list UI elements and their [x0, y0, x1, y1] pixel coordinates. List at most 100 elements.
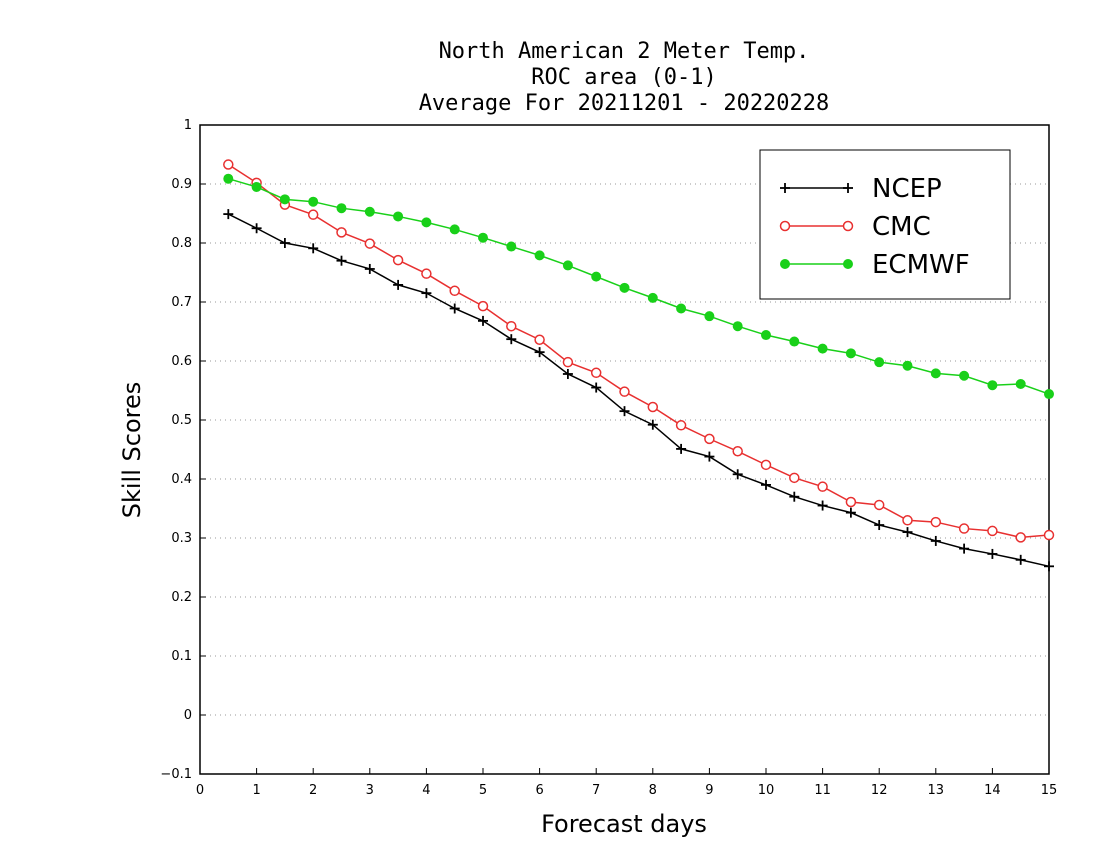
- legend-marker: [780, 259, 790, 269]
- ecmwf-point: [789, 336, 800, 347]
- cmc-point: [675, 420, 687, 431]
- ecmwf-point: [534, 250, 545, 261]
- ncep-point: [845, 507, 856, 518]
- cmc-point: [1015, 532, 1026, 543]
- legend-marker: [779, 220, 791, 232]
- ncep-point: [704, 451, 715, 462]
- legend-item-cmc: CMC: [779, 212, 931, 242]
- ecmwf-point: [562, 260, 573, 271]
- ecmwf-point: [393, 211, 404, 222]
- ncep-point: [478, 315, 488, 326]
- cmc-point: [1043, 529, 1055, 541]
- ncep-point: [279, 238, 290, 248]
- cmc-point: [307, 209, 319, 220]
- ecmwf-point: [619, 282, 630, 293]
- ncep-point: [336, 255, 347, 266]
- ecmwf-point: [308, 196, 319, 207]
- ncep-point: [817, 500, 828, 511]
- cmc-point: [760, 459, 772, 471]
- cmc-point: [562, 356, 574, 368]
- y-tick-label: 0.6: [171, 354, 192, 369]
- x-tick-label: 15: [1041, 783, 1058, 798]
- cmc-point: [449, 285, 460, 297]
- cmc-point: [392, 254, 404, 266]
- ncep-point: [449, 303, 460, 314]
- cmc-point: [590, 367, 602, 379]
- cmc-point: [789, 472, 800, 484]
- cmc-point: [958, 523, 970, 534]
- x-tick-label: 13: [928, 783, 945, 798]
- cmc-point: [732, 446, 743, 457]
- x-tick-label: 3: [366, 783, 374, 798]
- y-tick-label: 0.8: [171, 236, 192, 251]
- cmc-point: [647, 401, 659, 413]
- ncep-point: [676, 443, 687, 454]
- y-tick-label: 1: [184, 118, 192, 133]
- ncep-point: [364, 263, 375, 274]
- ncep-point: [1044, 561, 1054, 572]
- ecmwf-point: [959, 370, 970, 381]
- ecmwf-point: [506, 241, 517, 252]
- ncep-point: [647, 419, 658, 430]
- y-tick-label: 0: [184, 708, 192, 723]
- y-tick-label: 0.4: [171, 472, 192, 487]
- x-tick-label: 10: [758, 783, 775, 798]
- ncep-point: [506, 334, 517, 345]
- y-tick-label: 0.1: [171, 649, 192, 664]
- x-tick-label: 11: [814, 783, 831, 798]
- ncep-point: [223, 209, 234, 220]
- ncep-point: [1015, 554, 1026, 565]
- legend-box: [759, 149, 1011, 300]
- ecmwf-point: [817, 343, 828, 354]
- legend-marker: [780, 183, 790, 193]
- ncep-point: [393, 279, 404, 290]
- ecmwf-point: [421, 217, 432, 228]
- ncep-point: [789, 491, 800, 502]
- legend-item-ncep: NCEP: [780, 174, 942, 204]
- cmc-point: [619, 386, 630, 397]
- x-tick-label: 5: [479, 783, 487, 798]
- ncep-point: [874, 520, 885, 531]
- ecmwf-point: [732, 321, 743, 332]
- ecmwf-point: [364, 206, 375, 217]
- x-tick-label: 0: [196, 783, 204, 798]
- ecmwf-point: [845, 348, 856, 359]
- ncep-line: [227, 213, 1050, 568]
- ecmwf-point: [591, 271, 602, 282]
- y-tick-label: 0.5: [171, 413, 192, 428]
- x-tick-label: 8: [649, 783, 657, 798]
- ncep-point: [761, 479, 771, 490]
- cmc-point: [845, 496, 857, 508]
- legend-item-ecmwf: ECMWF: [780, 250, 970, 280]
- y-axis-label: Skill Scores: [118, 382, 146, 519]
- chart-title: North American 2 Meter Temp.ROC area (0-…: [419, 39, 830, 116]
- legend-marker: [842, 220, 854, 232]
- ncep-point: [959, 543, 970, 554]
- y-tick-label: 0.2: [171, 590, 192, 605]
- title-line: Average For 20211201 - 20220228: [419, 91, 830, 116]
- cmc-point: [506, 320, 517, 332]
- ecmwf-point: [279, 194, 290, 205]
- plot-frame: [199, 124, 1050, 775]
- ncep-point: [619, 406, 630, 417]
- ncep-point: [902, 527, 913, 538]
- cmc-point: [704, 433, 715, 445]
- ecmwf-point: [1044, 389, 1054, 400]
- cmc-point: [987, 525, 998, 537]
- legend-marker: [843, 183, 853, 193]
- x-tick-label: 12: [871, 783, 888, 798]
- cmc-point: [477, 300, 489, 312]
- ecmwf-point: [478, 232, 488, 243]
- ecmwf-point: [676, 303, 687, 314]
- legend-label: ECMWF: [872, 250, 970, 280]
- y-tick-label: 0.7: [171, 295, 192, 310]
- ecmwf-point: [704, 311, 715, 322]
- series-cmc: [223, 159, 1055, 543]
- cmc-point: [364, 238, 376, 249]
- title-line: North American 2 Meter Temp.: [439, 39, 810, 64]
- ncep-point: [308, 243, 319, 254]
- cmc-point: [930, 516, 942, 528]
- legend: NCEP CMC ECMWF: [759, 149, 1011, 300]
- ecmwf-point: [1015, 379, 1026, 390]
